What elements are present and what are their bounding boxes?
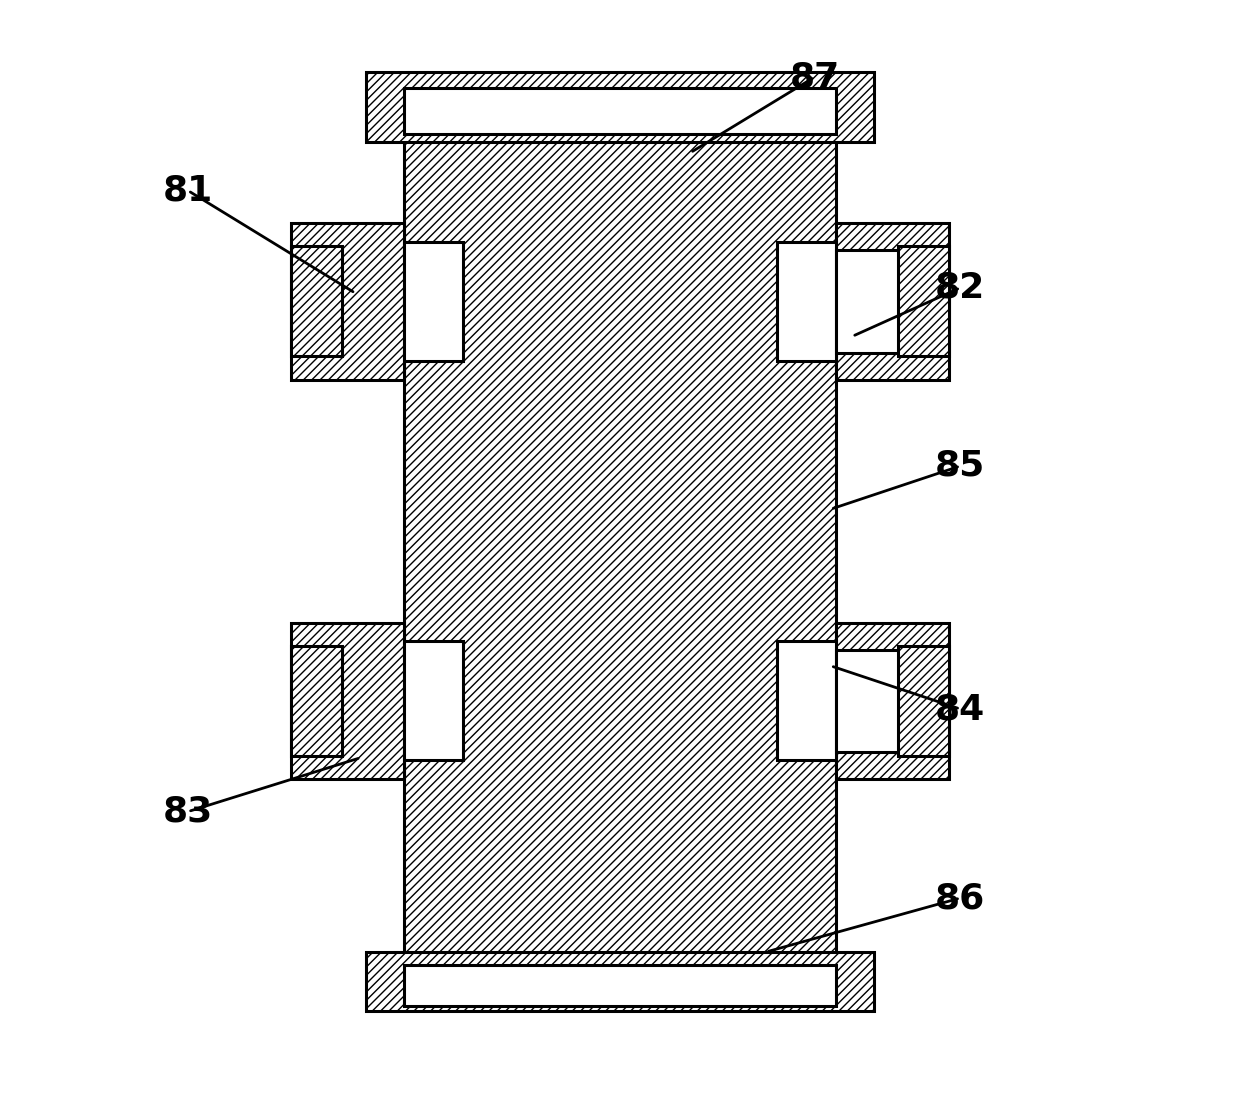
Bar bbox=[366, 952, 874, 1012]
Bar bbox=[836, 223, 950, 380]
Text: 81: 81 bbox=[162, 174, 213, 208]
Bar bbox=[776, 641, 836, 759]
Text: 87: 87 bbox=[790, 60, 839, 94]
Text: 82: 82 bbox=[935, 271, 986, 305]
Bar bbox=[836, 650, 906, 753]
Text: 86: 86 bbox=[935, 881, 986, 915]
Text: 85: 85 bbox=[935, 449, 986, 482]
Text: 84: 84 bbox=[935, 693, 986, 726]
Bar bbox=[836, 622, 950, 779]
Bar bbox=[836, 249, 906, 352]
Bar bbox=[776, 243, 836, 361]
Bar bbox=[404, 88, 836, 135]
Bar bbox=[404, 641, 464, 759]
Bar bbox=[404, 82, 836, 996]
Text: 83: 83 bbox=[162, 794, 213, 828]
Bar bbox=[366, 72, 874, 142]
Bar bbox=[404, 965, 836, 1006]
Bar bbox=[290, 622, 404, 779]
Bar bbox=[899, 246, 950, 356]
Bar bbox=[404, 243, 464, 361]
Bar bbox=[290, 246, 341, 356]
Bar bbox=[899, 647, 950, 756]
Bar bbox=[290, 223, 404, 380]
Bar bbox=[290, 647, 341, 756]
